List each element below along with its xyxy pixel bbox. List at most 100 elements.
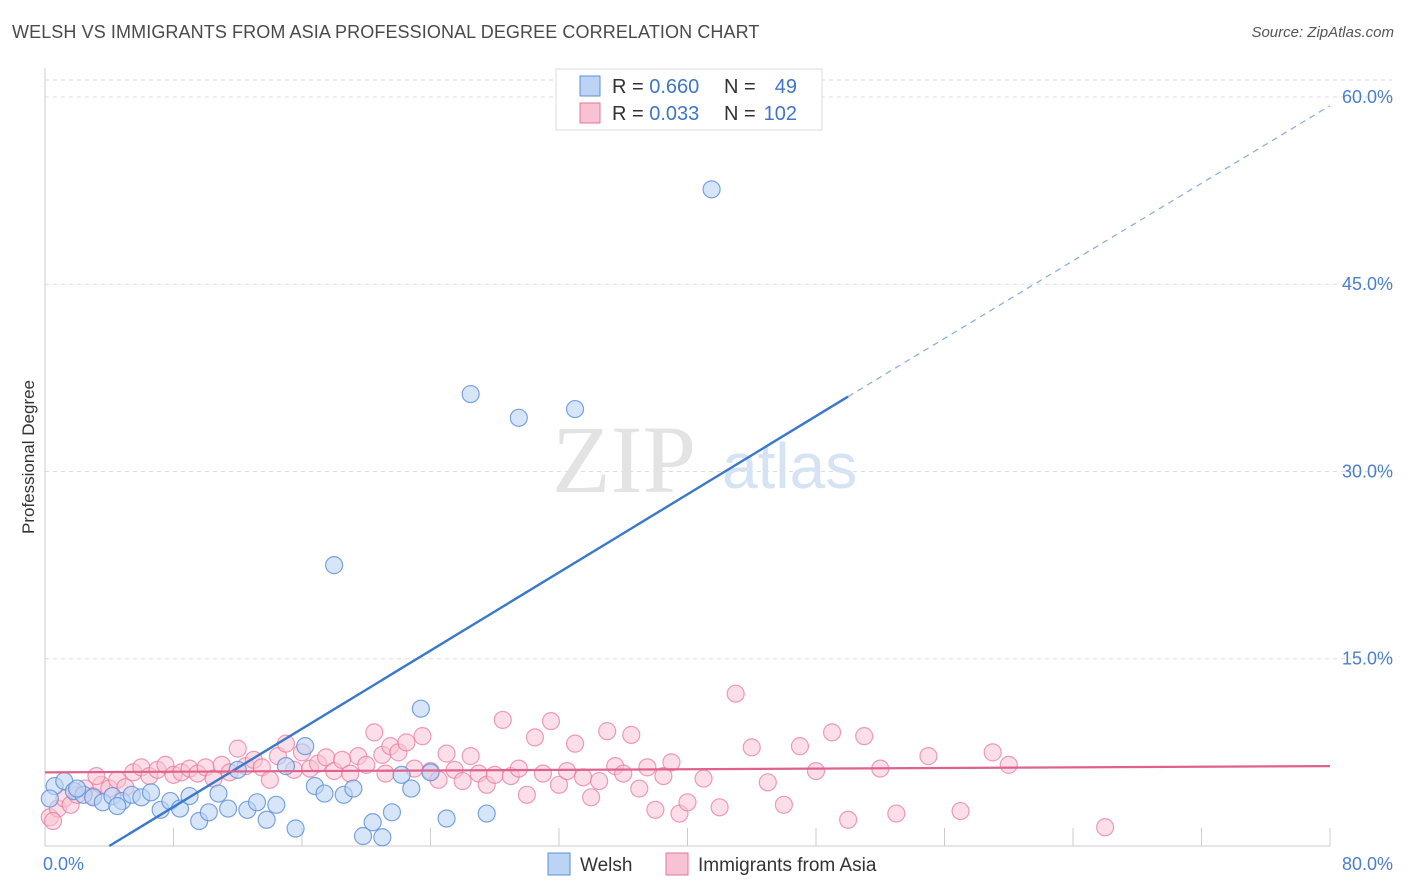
welsh-regression-extension [847, 105, 1331, 398]
asia-point [710, 798, 729, 817]
welsh-point [286, 819, 305, 838]
regression-lines [44, 105, 1331, 848]
svg-text:N =: N = [724, 103, 756, 125]
asia-point [662, 753, 681, 772]
asia-regression-line [44, 765, 1331, 774]
gridlines [45, 79, 1392, 660]
bottom-swatch-asia [665, 852, 689, 876]
asia-point [87, 766, 106, 786]
legend-top: R = 0.660 N = 49 R = 0.033 N = 102 [555, 68, 823, 131]
axes [44, 68, 1331, 847]
bottom-legend-welsh: Welsh [580, 855, 632, 876]
asia-point [509, 759, 528, 778]
asia-point [806, 761, 826, 781]
welsh-point [437, 809, 456, 828]
asia-point [228, 739, 247, 758]
asia-point [260, 770, 279, 789]
x-tick-label-max: 80.0% [1342, 854, 1393, 874]
welsh-point [247, 793, 267, 812]
asia-point [376, 764, 395, 783]
welsh-point [344, 779, 363, 798]
legend-r-label: R = [612, 103, 644, 125]
asia-point [614, 764, 633, 783]
welsh-point [565, 399, 585, 419]
welsh-point [509, 408, 528, 427]
legend-swatch-asia [579, 102, 601, 124]
welsh-point [209, 784, 228, 803]
asia-point [565, 734, 585, 753]
asia-point [493, 710, 512, 730]
asia-point [590, 771, 609, 791]
y-tick-label: 15.0% [1342, 649, 1393, 669]
legend-swatch-welsh [579, 75, 601, 97]
asia-point [573, 768, 593, 787]
welsh-point [141, 783, 161, 802]
welsh-point [363, 813, 382, 832]
asia-point [582, 788, 601, 807]
asia-point [774, 795, 793, 814]
watermark-zip: ZIP [552, 406, 696, 513]
asia-point [437, 744, 456, 763]
svg-text:R = 0.660: R = 0.660 [612, 76, 699, 98]
welsh-point [108, 796, 127, 816]
asia-point [341, 764, 360, 783]
asia-point [742, 738, 761, 757]
svg-text:R = 0.033: R = 0.033 [612, 103, 699, 125]
welsh-point [267, 795, 286, 814]
welsh-point [382, 803, 402, 822]
legend-r-asia: 0.033 [649, 103, 699, 125]
asia-point [413, 727, 432, 746]
asia-point [999, 755, 1018, 774]
welsh-point [421, 763, 440, 782]
welsh-point [219, 799, 238, 818]
asia-point [822, 723, 842, 742]
legend-bottom: Welsh Immigrants from Asia [547, 852, 877, 876]
asia-point [517, 785, 536, 804]
asia-point [630, 779, 649, 798]
welsh-point [296, 737, 315, 756]
asia-point [541, 712, 561, 731]
legend-n-label: N = [724, 103, 756, 125]
chart-title: WELSH VS IMMIGRANTS FROM ASIA PROFESSION… [12, 22, 760, 42]
x-tick-label-min: 0.0% [43, 854, 84, 874]
asia-point [983, 743, 1002, 762]
welsh-point [68, 779, 87, 798]
asia-point [365, 723, 384, 742]
asia-point [622, 725, 641, 744]
welsh-point [40, 789, 59, 808]
welsh-points [40, 180, 721, 847]
legend-n-label: N = [724, 76, 756, 98]
watermark-atlas: atlas [722, 430, 857, 502]
asia-point [533, 764, 553, 783]
asia-point [919, 747, 938, 766]
bottom-swatch-welsh [547, 852, 571, 876]
y-tick-label: 30.0% [1342, 461, 1393, 481]
asia-point [357, 755, 376, 774]
welsh-point [315, 784, 334, 803]
welsh-point [353, 826, 373, 846]
asia-point [43, 811, 63, 831]
tick-labels: 15.0% 30.0% 45.0% 60.0% 0.0% 80.0% [43, 87, 1393, 874]
welsh-point [402, 779, 421, 798]
asia-point [525, 728, 545, 747]
welsh-point [373, 828, 392, 847]
asia-point [557, 761, 577, 781]
asia-point [726, 684, 745, 703]
asia-point [1096, 818, 1115, 837]
legend-r-label: R = [612, 76, 644, 98]
asia-point [598, 722, 617, 741]
asia-point [453, 771, 472, 791]
asia-point [678, 793, 697, 812]
asia-point [654, 766, 673, 786]
svg-text:N =: N = [724, 76, 756, 98]
y-axis-label: Professional Degree [19, 380, 38, 534]
asia-point [549, 775, 569, 794]
asia-point [646, 800, 665, 819]
asia-point [839, 810, 858, 829]
y-tick-label: 45.0% [1342, 274, 1393, 294]
y-tick-label: 60.0% [1342, 87, 1393, 107]
source-label: Source: ZipAtlas.com [1251, 24, 1394, 41]
asia-point [397, 733, 416, 752]
asia-points [40, 684, 1115, 837]
